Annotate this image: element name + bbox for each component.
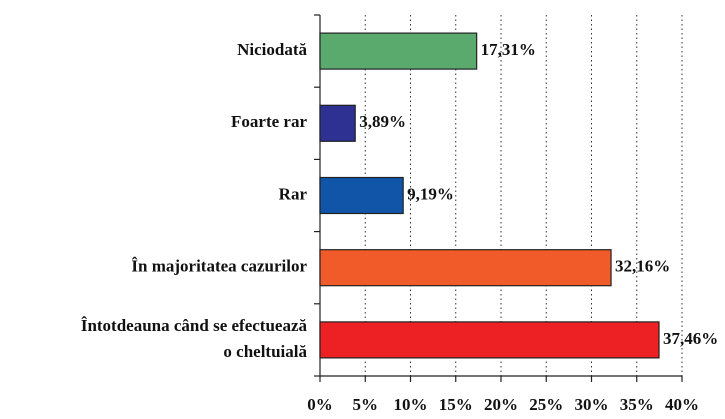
x-tick-label: 0% (307, 395, 333, 414)
value-label: 9,19% (407, 184, 454, 203)
y-tick-label: Niciodată (237, 40, 307, 59)
value-label: 32,16% (615, 257, 670, 276)
x-tick-label: 35% (620, 395, 654, 414)
value-label: 3,89% (359, 112, 406, 131)
x-tick-label: 40% (665, 395, 699, 414)
y-tick-label: Foarte rar (231, 112, 307, 131)
y-tick-label: Întotdeauna când se efectuează o cheltuia… (81, 316, 308, 361)
y-tick-label: În majoritatea cazurilor (131, 257, 307, 276)
x-tick-label: 20% (484, 395, 518, 414)
value-label: 37,46% (663, 329, 718, 348)
x-tick-label: 30% (575, 395, 609, 414)
x-tick-label: 15% (439, 395, 473, 414)
bar (319, 32, 478, 70)
x-tick-label: 10% (394, 395, 428, 414)
value-label: 17,31% (481, 40, 536, 59)
bar (319, 321, 660, 359)
x-tick-label: 5% (353, 395, 379, 414)
bar (319, 104, 356, 142)
bar (319, 176, 404, 215)
y-tick-label: Rar (279, 184, 308, 203)
bar (319, 249, 612, 287)
x-tick-label: 25% (529, 395, 563, 414)
